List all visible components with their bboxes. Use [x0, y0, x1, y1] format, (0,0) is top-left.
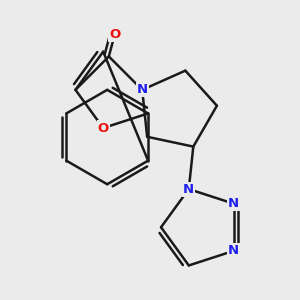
Text: N: N: [228, 244, 239, 257]
Text: O: O: [98, 122, 109, 134]
Text: O: O: [109, 28, 120, 41]
Text: N: N: [228, 197, 239, 210]
Text: N: N: [183, 183, 194, 196]
Text: N: N: [136, 83, 148, 96]
